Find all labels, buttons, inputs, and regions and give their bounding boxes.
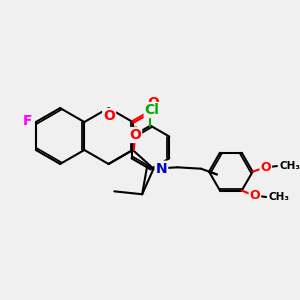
Text: CH₃: CH₃ [269, 192, 290, 202]
Text: Cl: Cl [145, 103, 160, 117]
Text: F: F [23, 115, 32, 128]
Text: O: O [103, 109, 115, 123]
Text: CH₃: CH₃ [280, 161, 300, 171]
Text: O: O [147, 96, 159, 110]
Text: O: O [250, 189, 260, 202]
Text: N: N [156, 162, 167, 176]
Text: O: O [129, 128, 141, 142]
Text: O: O [260, 161, 271, 174]
